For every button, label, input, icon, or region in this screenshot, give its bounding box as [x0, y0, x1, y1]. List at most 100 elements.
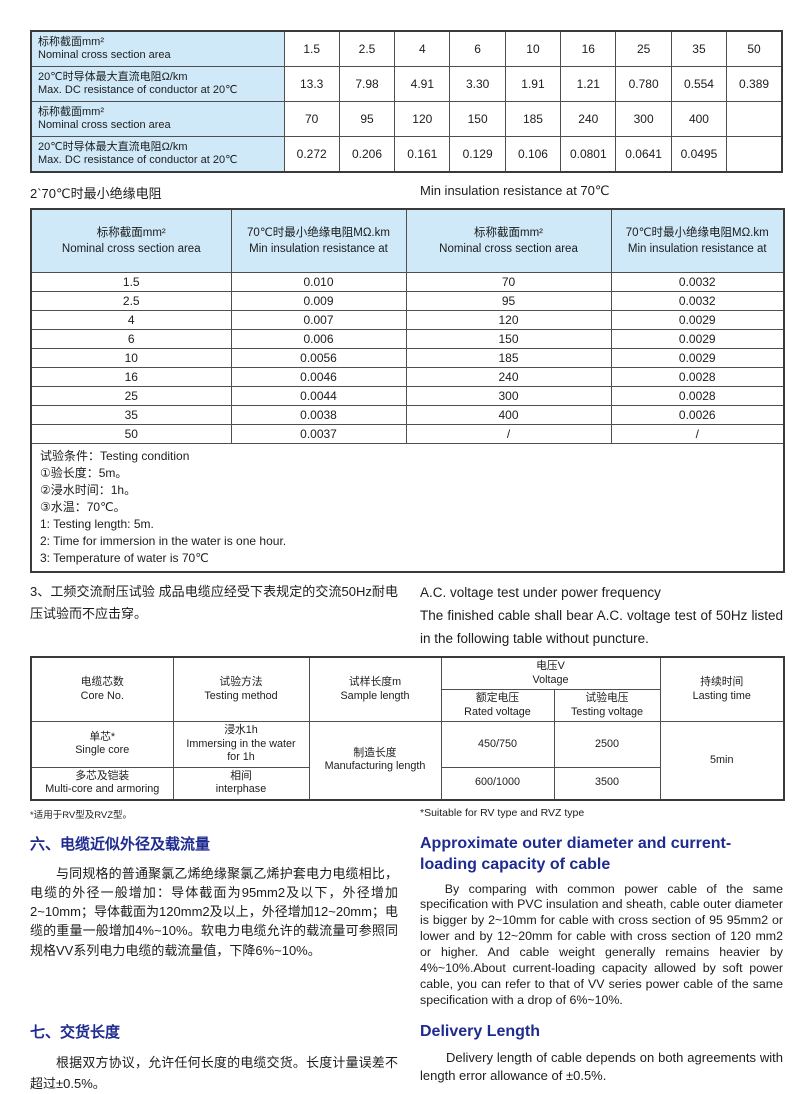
section6-body-en: By comparing with common power cable of …: [420, 881, 783, 1007]
row-label-cell: 20℃时导体最大直流电阻Ω/km Max. DC resistance of c…: [30, 136, 285, 173]
section6-title-zh: 六、电缆近似外径及载流量: [30, 835, 211, 853]
table-row: 标称截面mm² Nominal cross section area 70 95 12…: [30, 101, 783, 137]
dc-resistance-table: 标称截面mm² Nominal cross section area 1.5 2.5…: [30, 30, 783, 173]
value-cell: 0.0028: [610, 367, 785, 387]
section7-title-zh: 七、交货长度: [30, 1023, 121, 1041]
insulation-table-header: 标称截面mm² Nominal cross section area 70℃时最…: [30, 208, 785, 273]
voltage-test-table: 电缆芯数 Core No. 试验方法 Testing method 试样长度m …: [30, 656, 785, 801]
note-line: ③水温：70℃。: [40, 500, 126, 514]
table-row: 多芯及铠装 Multi-core and armoring 相间 interph…: [30, 766, 784, 800]
value-cell: [726, 136, 783, 173]
note-line: 2: Time for immersion in the water is on…: [40, 534, 287, 548]
value-cell: 185: [504, 101, 562, 137]
value-cell: 1.21: [560, 66, 617, 102]
table-header-row: 电缆芯数 Core No. 试验方法 Testing method 试样长度m …: [30, 656, 785, 722]
note-line: 1: Testing length: 5m.: [40, 517, 154, 531]
table-row: 20℃时导体最大直流电阻Ω/km Max. DC resistance of c…: [30, 136, 783, 173]
note-line: ①验长度：5m。: [40, 466, 128, 480]
header-cell-voltage: 电压V Voltage: [440, 656, 661, 690]
table-row: 4 0.007 120 0.0029: [30, 310, 785, 330]
value-cell: 0.780: [615, 66, 672, 102]
value-cell: 0.206: [338, 136, 396, 173]
header-cell: 70℃时最小绝缘电阻MΩ.km Min insulation resistanc…: [610, 208, 785, 273]
value-cell: 0.0641: [615, 136, 672, 173]
value-cell: 3.30: [449, 66, 506, 102]
value-cell: 150: [405, 329, 612, 349]
value-cell: 0.0029: [610, 348, 785, 368]
table-row: 20℃时导体最大直流电阻Ω/km Max. DC resistance of c…: [30, 66, 783, 102]
header-cell: 标称截面mm² Nominal cross section area: [30, 208, 232, 273]
table-row: 25 0.0044 300 0.0028: [30, 386, 785, 406]
table-row: 2.5 0.009 95 0.0032: [30, 291, 785, 311]
testing-condition-notes: 试验条件：Testing condition ①验长度：5m。 ②浸水时间：1h。 ③…: [40, 448, 775, 567]
value-cell: 16: [30, 367, 232, 387]
table-row: 单芯* Single core 浸水1h Immersing in the wa…: [30, 721, 785, 800]
value-cell: 0.0026: [610, 405, 785, 425]
section7-block: 七、交货长度 根据双方协议，允许任何长度的电缆交货。长度计量误差不超过±0.5%…: [30, 1021, 783, 1094]
cell-rated-2: 600/1000: [440, 766, 555, 800]
value-cell: 0.007: [230, 310, 407, 330]
section6-left-column: 六、电缆近似外径及载流量 与同规格的普通聚氯乙烯绝缘聚氯乙烯护套电力电缆相比，电…: [30, 833, 398, 960]
value-cell: 4.91: [394, 66, 451, 102]
table-row: 50 0.0037//: [30, 424, 785, 444]
insulation-table-notes: 试验条件：Testing condition ①验长度：5m。 ②浸水时间：1h。 ③…: [30, 443, 785, 573]
section7-body-zh: 根据双方协议，允许任何长度的电缆交货。长度计量误差不超过±0.5%。: [30, 1054, 398, 1091]
notes-cell: 试验条件：Testing condition ①验长度：5m。 ②浸水时间：1h。 ③…: [30, 443, 785, 573]
value-cell: 2.5: [30, 291, 232, 311]
header-cell-rated: 额定电压 Rated voltage: [440, 689, 555, 722]
value-cell: 1.5: [283, 30, 340, 67]
value-cell: 300: [615, 101, 672, 137]
table-row: 标称截面mm² Nominal cross section area 1.5 2.5…: [30, 30, 783, 67]
value-cell: 150: [449, 101, 506, 137]
row-label-cell: 20℃时导体最大直流电阻Ω/km Max. DC resistance of c…: [30, 66, 285, 102]
value-cell: 0.0044: [230, 386, 407, 406]
section3-text-en: A.C. voltage test under power frequency …: [420, 581, 783, 650]
value-cell: 13.3: [283, 66, 340, 102]
notes-row: 试验条件：Testing condition ①验长度：5m。 ②浸水时间：1h。 ③…: [30, 443, 785, 573]
value-cell: /: [405, 424, 612, 444]
table-row: 6 0.006 150 0.0029: [30, 329, 785, 349]
cell-interphase: 相间 interphase: [172, 766, 310, 800]
header-cell-sample: 试样长度m Sample length: [308, 656, 442, 722]
section2-heading-row: 2`70℃时最小绝缘电阻 Min insulation resistance a…: [30, 183, 783, 202]
section6-block: 六、电缆近似外径及载流量 与同规格的普通聚氯乙烯绝缘聚氯乙烯护套电力电缆相比，电…: [30, 833, 783, 1009]
header-cell: 标称截面mm² Nominal cross section area: [405, 208, 612, 273]
value-cell: /: [610, 424, 785, 444]
value-cell: 95: [338, 101, 396, 137]
value-cell: 0.106: [504, 136, 562, 173]
insulation-resistance-table: 标称截面mm² Nominal cross section area 70℃时最…: [30, 208, 785, 573]
section7-right-column: Delivery Length Delivery length of cable…: [420, 1021, 783, 1085]
value-cell: 7.98: [338, 66, 396, 102]
table-subheader-row: 额定电压 Rated voltage 试验电压 Testing voltage: [31, 689, 784, 722]
footnote-row: *适用于RV型及RVZ型。 *Suitable for RV type and …: [30, 807, 783, 821]
value-cell: 0.389: [726, 66, 783, 102]
header-cell-core: 电缆芯数 Core No.: [30, 656, 174, 722]
cell-single-core: 单芯* Single core: [30, 721, 174, 768]
value-cell: 0.009: [230, 291, 407, 311]
value-cell: 6: [449, 30, 506, 67]
value-cell: 0.010: [230, 272, 407, 292]
section6-body-zh: 与同规格的普通聚氯乙烯绝缘聚氯乙烯护套电力电缆相比，电缆的外径一般增加：导体截面…: [30, 865, 398, 958]
value-cell: 400: [405, 405, 612, 425]
value-cell: 35: [670, 30, 728, 67]
header-cell-method: 试验方法 Testing method: [172, 656, 310, 722]
section7-body-en: Delivery length of cable depends on both…: [420, 1049, 783, 1083]
value-cell: 50: [30, 424, 232, 444]
value-cell: 0.161: [394, 136, 451, 173]
value-cell: 0.0032: [610, 291, 785, 311]
dc-resistance-table-body: 标称截面mm² Nominal cross section area 1.5 2.5…: [30, 30, 783, 173]
value-cell: 0.0037: [230, 424, 407, 444]
table-header-row: 标称截面mm² Nominal cross section area 70℃时最…: [30, 208, 785, 273]
value-cell: 400: [670, 101, 728, 137]
value-cell: 240: [560, 101, 617, 137]
cell-manufacturing-length: 制造长度 Manufacturing length: [308, 721, 442, 800]
section3-en-line2: The finished cable shall bear A.C. volta…: [420, 608, 783, 646]
datasheet-page: 标称截面mm² Nominal cross section area 1.5 2.5…: [30, 30, 785, 1091]
footnote-zh: *适用于RV型及RVZ型。: [30, 809, 133, 821]
value-cell: 240: [405, 367, 612, 387]
cell-immersing: 浸水1h Immersing in the water for 1h: [172, 721, 310, 768]
value-cell: 95: [405, 291, 612, 311]
value-cell: 70: [283, 101, 340, 137]
value-cell: 0.0801: [560, 136, 617, 173]
insulation-table-body: 1.5 0.010 70 0.0032 2.5 0.009 95 0.0032 4 0.007 12…: [30, 272, 785, 444]
